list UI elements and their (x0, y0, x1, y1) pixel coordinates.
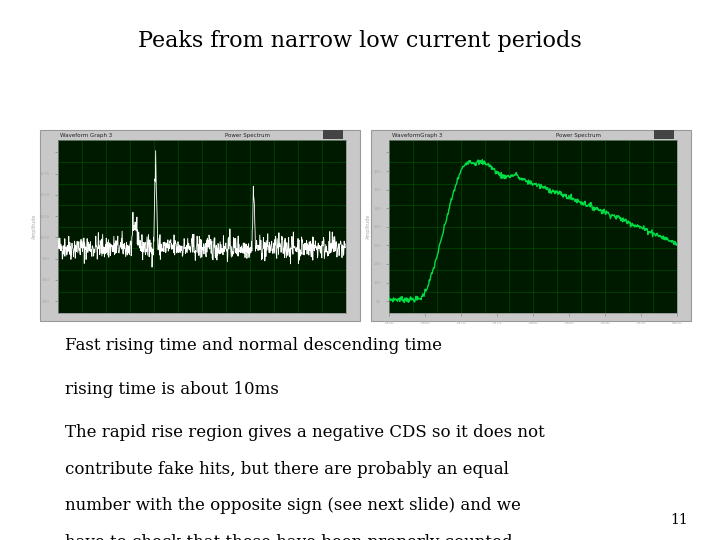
Y-axis label: Amplitude: Amplitude (366, 214, 371, 239)
Text: Power Spectrum: Power Spectrum (225, 132, 269, 138)
Text: Fast rising time and normal descending time: Fast rising time and normal descending t… (65, 338, 442, 354)
Text: contribute fake hits, but there are probably an equal: contribute fake hits, but there are prob… (65, 461, 508, 477)
Text: WaveformGraph 3: WaveformGraph 3 (392, 132, 442, 138)
Text: have to check that these have been properly counted.: have to check that these have been prope… (65, 534, 518, 540)
Text: rising time is about 10ms: rising time is about 10ms (65, 381, 279, 397)
Text: Peaks from narrow low current periods: Peaks from narrow low current periods (138, 30, 582, 52)
Text: The rapid rise region gives a negative CDS so it does not: The rapid rise region gives a negative C… (65, 424, 544, 441)
Text: 11: 11 (670, 512, 688, 526)
Text: Waveform Graph 3: Waveform Graph 3 (60, 132, 113, 138)
Bar (323, 130, 343, 139)
Y-axis label: Amplitude: Amplitude (32, 214, 37, 239)
Bar (654, 130, 674, 139)
Text: number with the opposite sign (see next slide) and we: number with the opposite sign (see next … (65, 497, 521, 514)
Text: Power Spectrum: Power Spectrum (556, 132, 601, 138)
